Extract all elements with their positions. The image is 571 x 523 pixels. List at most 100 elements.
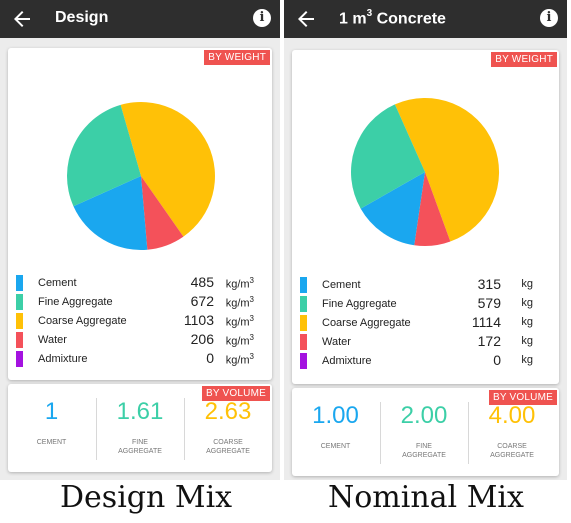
legend-label: Admixture — [38, 353, 88, 365]
legend-label: Fine Aggregate — [322, 298, 397, 310]
pie-slice-coarse-aggregate — [120, 102, 215, 237]
legend-label: Coarse Aggregate — [38, 315, 127, 327]
legend-value: 1114 — [471, 314, 501, 330]
legend-value: 485 — [190, 274, 214, 290]
legend-row-cement: Cement 485 kg/m3 — [16, 274, 254, 293]
legend-row-cement: Cement 315 kg — [300, 276, 541, 295]
pie-slice-water — [141, 176, 184, 250]
legend-unit: kg — [521, 297, 533, 309]
ratio-label: CEMENT — [36, 439, 67, 446]
by-weight-badge: BY WEIGHT — [204, 50, 270, 65]
title-superscript: 3 — [366, 8, 373, 19]
app-bar: 1 m3 Concrete i — [284, 0, 567, 38]
pie-slice-fine-aggregate — [351, 104, 425, 209]
ratio-value: 1.61 — [116, 398, 164, 425]
ratio-fine-aggregate: 2.00 FINE AGGREGATE — [380, 402, 467, 464]
title-prefix: 1 m — [339, 10, 367, 28]
pie-slice-cement — [73, 176, 148, 251]
legend-row-coarse-aggregate: Coarse Aggregate 1114 kg — [300, 314, 541, 333]
by-volume-card: BY VOLUME 1.00 CEMENT 2.00 FINE AGGREGATE 4.0… — [292, 388, 559, 476]
ratio-coarse-aggregate: 4.00 COARSE AGGREGATE — [468, 402, 555, 464]
legend-swatch — [16, 332, 23, 348]
by-weight-card: BY WEIGHT Cement 485 kg/m3 Fine Aggregate 67… — [8, 48, 272, 380]
legend-value: 672 — [190, 293, 214, 309]
by-volume-badge: BY VOLUME — [202, 386, 270, 401]
legend-value: 315 — [477, 276, 501, 292]
by-weight-card: BY WEIGHT Cement 315 kg Fine Aggregate 579 kg… — [292, 50, 559, 384]
legend-label: Admixture — [322, 355, 372, 367]
legend-value: 0 — [206, 350, 214, 366]
by-weight-badge: BY WEIGHT — [491, 52, 557, 67]
legend-label: Water — [38, 334, 67, 346]
design-mix-caption: Design Mix — [60, 480, 233, 515]
pie-slice-cement — [360, 172, 425, 246]
legend-swatch — [300, 353, 307, 369]
ratio-value: 2.63 — [204, 398, 252, 425]
legend-row-water: Water 206 kg/m3 — [16, 331, 254, 350]
title-suffix: Concrete — [372, 10, 446, 28]
nominal-mix-screen: 1 m3 Concrete i BY WEIGHT Cement 315 kg Fin… — [284, 0, 567, 480]
info-icon[interactable]: i — [540, 9, 558, 27]
ratio-cement: 1 CEMENT — [8, 398, 95, 460]
legend-unit: kg — [521, 354, 533, 366]
legend-label: Coarse Aggregate — [322, 317, 411, 329]
materials-legend: Cement 485 kg/m3 Fine Aggregate 672 kg/m3 Coar… — [16, 274, 254, 369]
legend-unit: kg/m3 — [225, 295, 254, 310]
ratio-value: 1.00 — [312, 402, 359, 429]
legend-unit: kg/m3 — [225, 333, 254, 348]
legend-unit: kg/m3 — [225, 352, 254, 367]
ratio-cement: 1.00 CEMENT — [292, 402, 379, 464]
legend-swatch — [300, 277, 307, 293]
ratio-value: 2.00 — [400, 402, 448, 429]
arrow-left-icon[interactable] — [294, 7, 318, 31]
legend-label: Cement — [322, 279, 361, 291]
legend-swatch — [16, 313, 23, 329]
legend-value: 579 — [477, 295, 501, 311]
ratio-label: CEMENT — [320, 443, 351, 450]
legend-unit: kg — [521, 335, 533, 347]
ratio-label: COARSE AGGREGATE — [206, 439, 250, 455]
ratio-label: FINE AGGREGATE — [402, 443, 446, 459]
nominal-mix-caption: Nominal Mix — [328, 480, 524, 515]
design-mix-screen: Design i BY WEIGHT Cement 485 kg/m3 Fine Ag… — [0, 0, 280, 480]
legend-swatch — [16, 351, 23, 367]
materials-legend: Cement 315 kg Fine Aggregate 579 kg Coarse Agg… — [300, 276, 541, 371]
legend-row-fine-aggregate: Fine Aggregate 672 kg/m3 — [16, 293, 254, 312]
legend-swatch — [300, 315, 307, 331]
legend-swatch — [300, 296, 307, 312]
legend-value: 206 — [190, 331, 214, 347]
legend-row-coarse-aggregate: Coarse Aggregate 1103 kg/m3 — [16, 312, 254, 331]
legend-unit: kg/m3 — [225, 314, 254, 329]
by-volume-badge: BY VOLUME — [489, 390, 557, 405]
pie-slice-fine-aggregate — [66, 104, 141, 207]
ratio-label: COARSE AGGREGATE — [490, 443, 534, 459]
legend-value: 172 — [477, 333, 501, 349]
legend-unit: kg — [521, 316, 533, 328]
legend-unit: kg — [521, 278, 533, 290]
legend-value: 0 — [493, 352, 501, 368]
legend-swatch — [16, 294, 23, 310]
by-volume-card: BY VOLUME 1 CEMENT 1.61 FINE AGGREGATE 2.63 CO… — [8, 384, 272, 472]
weight-pie-chart — [351, 97, 500, 246]
ratio-value: 4.00 — [488, 402, 536, 429]
arrow-left-icon[interactable] — [10, 7, 34, 31]
legend-swatch — [300, 334, 307, 350]
pie-slice-water — [414, 172, 451, 246]
pie-slice-coarse-aggregate — [394, 97, 500, 242]
weight-pie-chart — [66, 102, 215, 251]
legend-row-fine-aggregate: Fine Aggregate 579 kg — [300, 295, 541, 314]
legend-label: Fine Aggregate — [38, 296, 113, 308]
legend-unit: kg/m3 — [225, 276, 254, 291]
legend-row-admixture: Admixture 0 kg/m3 — [16, 350, 254, 369]
ratio-label: FINE AGGREGATE — [118, 439, 162, 455]
ratio-fine-aggregate: 1.61 FINE AGGREGATE — [96, 398, 183, 460]
ratio-coarse-aggregate: 2.63 COARSE AGGREGATE — [184, 398, 271, 460]
legend-value: 1103 — [183, 312, 214, 328]
legend-row-admixture: Admixture 0 kg — [300, 352, 541, 371]
ratio-value: 1 — [44, 398, 59, 425]
legend-swatch — [16, 275, 23, 291]
info-icon[interactable]: i — [253, 9, 271, 27]
page-title: 1 m3 Concrete — [339, 8, 446, 28]
app-bar: Design i — [0, 0, 280, 38]
legend-label: Cement — [38, 277, 77, 289]
